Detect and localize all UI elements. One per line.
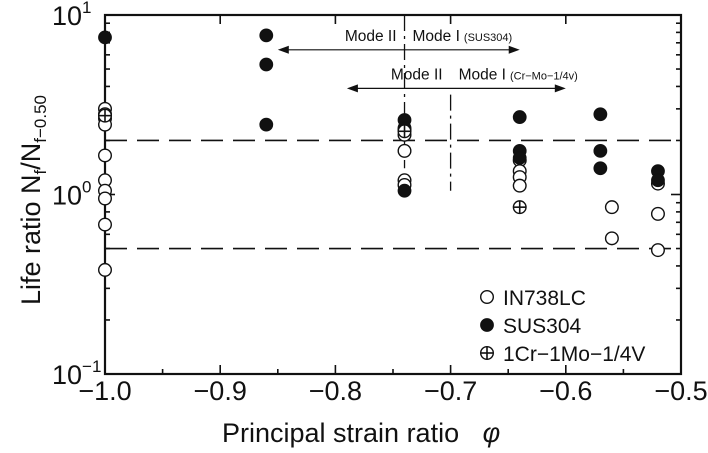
data-point-open-circle xyxy=(650,243,665,258)
y-axis-title-num-sub: f xyxy=(31,169,50,174)
y-axis-title-slash: /N xyxy=(16,143,46,170)
x-axis-title: Principal strain ratio φ xyxy=(222,418,500,448)
data-point-crossed-circle xyxy=(97,108,112,123)
y-axis-title-prefix: Life ratio xyxy=(16,194,46,305)
x-tick-label: −0.6 xyxy=(539,376,592,406)
y-axis-title-den-sub: f−0.50 xyxy=(31,95,50,143)
y-tick-label: 101 xyxy=(52,0,92,31)
legend-label: SUS304 xyxy=(503,315,582,338)
data-point-filled-circle xyxy=(593,143,608,158)
data-point-open-circle xyxy=(604,231,619,246)
y-tick-label: 100 xyxy=(52,178,92,211)
legend: IN738LC SUS304 1Cr−1Mo−1/4V xyxy=(480,287,645,366)
data-point-open-circle xyxy=(97,148,112,163)
mode-annotations: Mode II Mode I (SUS304) Mode II Mode I (Cr−Mo… xyxy=(277,28,578,93)
arrow-head-left xyxy=(346,84,358,93)
data-point-filled-circle xyxy=(98,30,112,45)
data-point-open-circle xyxy=(97,217,112,232)
x-axis-symbol: φ xyxy=(483,418,501,448)
arrow-head-left xyxy=(277,45,289,54)
data-point-open-circle xyxy=(397,143,412,158)
legend-marker-crossed-circle xyxy=(480,346,495,361)
legend-marker-open-circle xyxy=(480,290,495,305)
data-point-crossed-circle xyxy=(512,200,527,215)
x-tick-label: −1.0 xyxy=(78,376,131,406)
data-point-crossed-circle xyxy=(397,124,412,139)
legend-label: IN738LC xyxy=(503,287,586,310)
mode-boundaries xyxy=(403,15,452,191)
data-point-open-circle xyxy=(650,206,665,221)
arrow-head-right xyxy=(508,45,520,54)
x-tick-label: −0.8 xyxy=(309,376,362,406)
y-axis-title-num: N xyxy=(16,174,46,194)
data-point-open-circle xyxy=(97,262,112,277)
data-point-filled-circle xyxy=(259,117,274,132)
annotation-mode-i: Mode I (SUS304) xyxy=(413,28,513,45)
x-tick-label: −0.7 xyxy=(424,376,477,406)
x-axis-title-text: Principal strain ratio xyxy=(222,418,459,448)
axis-ticks: −1.0 −0.9 −0.8 −0.7 −0.6 −0.5 10−1 100 101 xyxy=(52,0,708,406)
data-point-open-circle xyxy=(604,200,619,215)
data-point-filled-circle xyxy=(397,183,412,198)
data-point-filled-circle xyxy=(259,28,274,43)
legend-marker-filled-circle xyxy=(480,318,494,332)
annotation-mode-i: Mode I (Cr−Mo−1/4v) xyxy=(459,66,578,83)
y-tick-label: 10−1 xyxy=(52,357,101,390)
data-point-filled-circle xyxy=(512,110,527,124)
data-points xyxy=(97,28,665,277)
reference-lines xyxy=(105,139,681,250)
legend-label: 1Cr−1Mo−1/4V xyxy=(503,343,645,366)
data-point-filled-circle xyxy=(512,150,527,165)
data-point-filled-circle xyxy=(651,173,665,188)
arrow-head-right xyxy=(554,84,566,93)
annotation-mode-ii: Mode II xyxy=(391,66,443,83)
data-point-filled-circle xyxy=(593,161,608,176)
y-axis-title: Life ratio Nf/Nf−0.50 xyxy=(16,95,50,305)
data-point-open-circle xyxy=(97,191,112,206)
x-tick-label: −0.9 xyxy=(194,376,247,406)
data-point-open-circle xyxy=(512,178,527,193)
data-point-filled-circle xyxy=(259,57,274,72)
data-point-filled-circle xyxy=(593,107,608,122)
x-tick-label: −0.5 xyxy=(654,376,707,406)
annotation-mode-ii: Mode II xyxy=(345,28,397,45)
